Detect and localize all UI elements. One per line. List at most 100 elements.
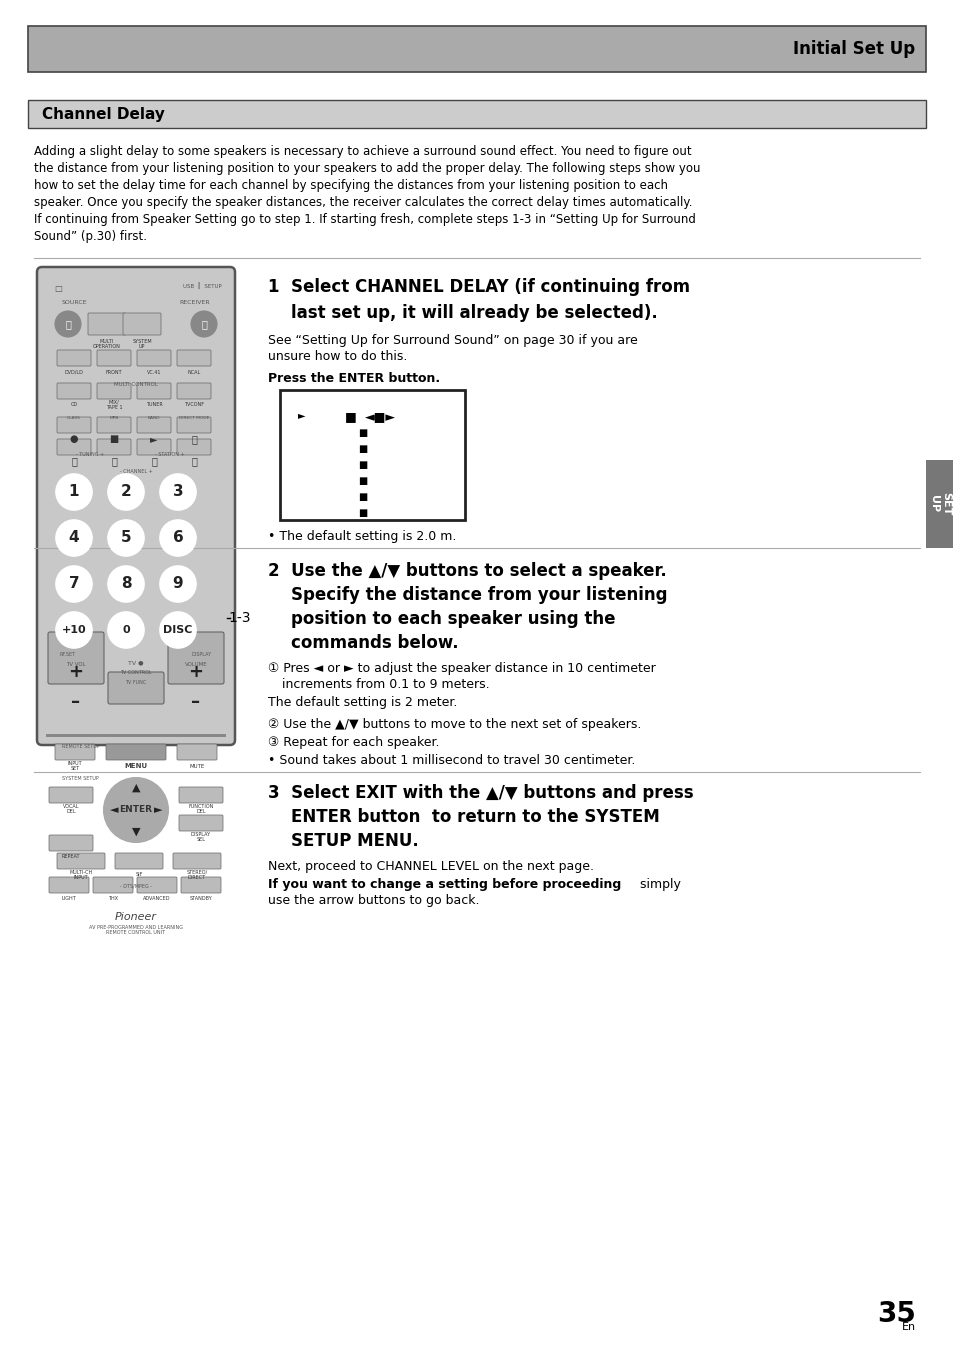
- Text: 1: 1: [69, 484, 79, 500]
- Circle shape: [108, 474, 144, 510]
- FancyBboxPatch shape: [177, 744, 216, 760]
- Text: Next, proceed to CHANNEL LEVEL on the next page.: Next, proceed to CHANNEL LEVEL on the ne…: [268, 860, 594, 874]
- Text: ③ Repeat for each speaker.: ③ Repeat for each speaker.: [268, 736, 439, 749]
- Text: MULTI
OPERATION: MULTI OPERATION: [93, 338, 121, 349]
- Text: REMOTE SETUP: REMOTE SETUP: [62, 744, 100, 749]
- Text: position to each speaker using the: position to each speaker using the: [268, 611, 615, 628]
- Circle shape: [55, 311, 81, 337]
- Text: If you want to change a setting before proceeding: If you want to change a setting before p…: [268, 878, 620, 891]
- Text: commands below.: commands below.: [268, 634, 458, 652]
- Text: RF.SET: RF.SET: [60, 652, 76, 656]
- FancyBboxPatch shape: [106, 744, 166, 760]
- FancyBboxPatch shape: [55, 744, 95, 760]
- Text: ⏮: ⏮: [151, 456, 157, 466]
- Circle shape: [160, 520, 195, 555]
- FancyBboxPatch shape: [97, 417, 131, 433]
- Circle shape: [56, 474, 91, 510]
- FancyBboxPatch shape: [137, 878, 177, 892]
- Text: LIGHT: LIGHT: [62, 896, 76, 902]
- Text: Initial Set Up: Initial Set Up: [792, 40, 914, 58]
- Text: ■: ■: [357, 476, 367, 487]
- Text: ■: ■: [110, 434, 118, 443]
- Text: ⏪: ⏪: [71, 456, 77, 466]
- Text: ■: ■: [357, 460, 367, 470]
- Text: SYSTEM SETUP: SYSTEM SETUP: [62, 776, 99, 780]
- Text: SIF: SIF: [135, 872, 143, 878]
- FancyBboxPatch shape: [49, 787, 92, 803]
- Text: DISPLAY
SEL: DISPLAY SEL: [191, 832, 211, 842]
- FancyBboxPatch shape: [57, 439, 91, 456]
- Text: See “Setting Up for Surround Sound” on page 30 if you are: See “Setting Up for Surround Sound” on p…: [268, 334, 638, 346]
- FancyBboxPatch shape: [115, 853, 163, 869]
- Text: ►: ►: [150, 434, 157, 443]
- Text: REPEAT: REPEAT: [62, 855, 80, 860]
- Bar: [280, 390, 464, 520]
- Text: ■: ■: [357, 508, 367, 518]
- Text: The default setting is 2 meter.: The default setting is 2 meter.: [268, 696, 456, 709]
- FancyBboxPatch shape: [177, 350, 211, 367]
- Text: DISPLAY: DISPLAY: [192, 652, 212, 656]
- Text: SETUP MENU.: SETUP MENU.: [268, 832, 418, 851]
- Text: STANDBY: STANDBY: [190, 896, 213, 902]
- Text: - DTS/MPEG -: - DTS/MPEG -: [120, 884, 152, 888]
- Bar: [925, 460, 953, 549]
- FancyBboxPatch shape: [177, 439, 211, 456]
- Text: 7: 7: [69, 577, 79, 592]
- Text: • The default setting is 2.0 m.: • The default setting is 2.0 m.: [268, 530, 456, 543]
- Text: STEREO/
DIRECT: STEREO/ DIRECT: [186, 869, 208, 880]
- Bar: [28, 100, 925, 128]
- Text: INPUT
SET: INPUT SET: [68, 760, 82, 771]
- FancyBboxPatch shape: [179, 787, 223, 803]
- Text: Sound” (p.30) first.: Sound” (p.30) first.: [34, 231, 147, 243]
- FancyBboxPatch shape: [49, 834, 92, 851]
- Text: NCAL: NCAL: [187, 369, 200, 375]
- Text: how to set the delay time for each channel by specifying the distances from your: how to set the delay time for each chann…: [34, 179, 667, 191]
- Text: –: –: [71, 693, 80, 710]
- Text: the distance from your listening position to your speakers to add the proper del: the distance from your listening positio…: [34, 162, 700, 175]
- Bar: [28, 26, 925, 71]
- Circle shape: [56, 612, 91, 648]
- FancyBboxPatch shape: [57, 383, 91, 399]
- Text: ⏻: ⏻: [65, 319, 71, 329]
- Text: TV ●: TV ●: [128, 661, 144, 665]
- Circle shape: [56, 566, 91, 603]
- Text: 9: 9: [172, 577, 183, 592]
- FancyBboxPatch shape: [97, 350, 131, 367]
- Text: SET
UP: SET UP: [928, 492, 950, 516]
- Circle shape: [191, 311, 216, 337]
- Text: - TUNING +: - TUNING +: [76, 452, 104, 457]
- Text: SYSTEM
UP: SYSTEM UP: [132, 338, 152, 349]
- Text: speaker. Once you specify the speaker distances, the receiver calculates the cor: speaker. Once you specify the speaker di…: [34, 195, 692, 209]
- Text: Specify the distance from your listening: Specify the distance from your listening: [268, 586, 667, 604]
- FancyBboxPatch shape: [177, 383, 211, 399]
- FancyBboxPatch shape: [88, 313, 126, 336]
- Text: MIX/
TAPE 1: MIX/ TAPE 1: [106, 399, 122, 410]
- FancyBboxPatch shape: [108, 673, 164, 704]
- Text: ① Pres ◄ or ► to adjust the speaker distance in 10 centimeter: ① Pres ◄ or ► to adjust the speaker dist…: [268, 662, 655, 675]
- Text: If continuing from Speaker Setting go to step 1. If starting fresh, complete ste: If continuing from Speaker Setting go to…: [34, 213, 695, 226]
- Text: ◄: ◄: [110, 805, 118, 816]
- Text: TUNER: TUNER: [146, 403, 162, 407]
- Text: TV FUNC: TV FUNC: [125, 679, 147, 685]
- Text: DISC: DISC: [163, 625, 193, 635]
- Bar: [46, 735, 226, 737]
- Text: –: –: [192, 693, 200, 710]
- FancyBboxPatch shape: [97, 383, 131, 399]
- Text: ENTER: ENTER: [119, 806, 152, 814]
- Text: ◄■►: ◄■►: [365, 410, 395, 423]
- Text: +: +: [189, 663, 203, 681]
- FancyBboxPatch shape: [168, 632, 224, 683]
- Text: FRONT: FRONT: [106, 369, 122, 375]
- FancyBboxPatch shape: [37, 267, 234, 745]
- FancyBboxPatch shape: [57, 853, 105, 869]
- Text: MPB: MPB: [110, 417, 118, 421]
- Text: ⏸: ⏸: [191, 434, 196, 443]
- Text: MULTI-CH
INPUT: MULTI-CH INPUT: [70, 869, 92, 880]
- Text: DIRECT MODE: DIRECT MODE: [178, 417, 209, 421]
- Text: • Sound takes about 1 millisecond to travel 30 centimeter.: • Sound takes about 1 millisecond to tra…: [268, 754, 635, 767]
- Text: ENTER button  to return to the SYSTEM: ENTER button to return to the SYSTEM: [268, 807, 659, 826]
- Text: last set up, it will already be selected).: last set up, it will already be selected…: [268, 305, 657, 322]
- Text: ② Use the ▲/▼ buttons to move to the next set of speakers.: ② Use the ▲/▼ buttons to move to the nex…: [268, 718, 640, 731]
- Text: RECEIVER: RECEIVER: [179, 301, 210, 305]
- Text: Press the ENTER button.: Press the ENTER button.: [268, 372, 439, 386]
